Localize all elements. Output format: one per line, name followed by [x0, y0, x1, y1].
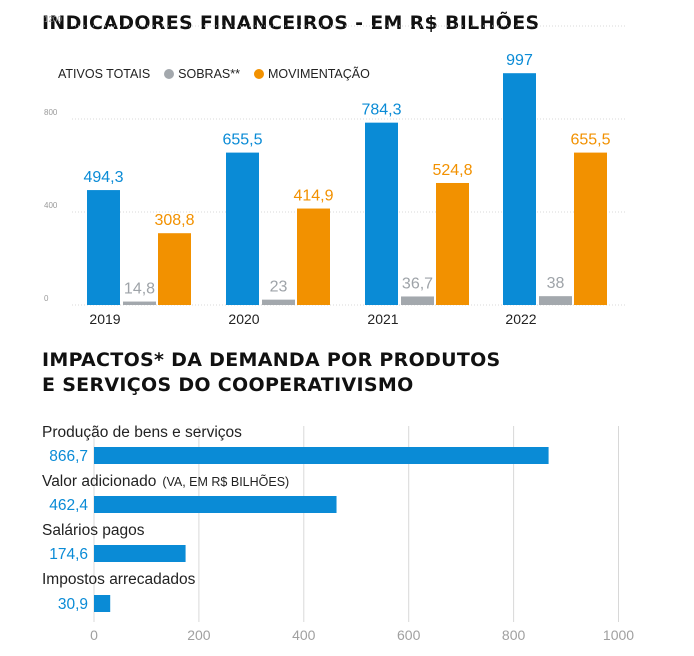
data-label: 494,3 — [83, 169, 123, 186]
category-label: Produção de bens e serviços — [42, 424, 242, 441]
legend-item-movimentacao: MOVIMENTAÇÃO — [254, 67, 370, 81]
bar-movimentacao — [158, 233, 191, 305]
bar-ativos — [226, 152, 259, 305]
x-tick-label: 1000 — [603, 627, 634, 643]
bar-1 — [94, 496, 337, 513]
x-tick-label: 600 — [397, 627, 421, 643]
value-label: 462,4 — [49, 497, 88, 514]
category-label: Valor adicionado (VA, EM R$ BILHÕES) — [42, 473, 289, 490]
data-label: 784,3 — [361, 102, 401, 119]
bar-ativos — [87, 190, 120, 305]
chart-1-title: INDICADORES FINANCEIROS - EM R$ BILHÕES — [42, 12, 540, 34]
value-label: 866,7 — [49, 448, 88, 465]
legend-swatch-movimentacao — [254, 69, 264, 79]
chart-2-title-line-2: E SERVIÇOS DO COOPERATIVISMO — [42, 374, 414, 396]
bar-3 — [94, 595, 111, 612]
data-label: 23 — [270, 279, 288, 296]
category-note: (VA, EM R$ BILHÕES) — [162, 474, 289, 489]
x-tick-label: 200 — [187, 627, 211, 643]
data-label: 14,8 — [124, 281, 155, 298]
y-tick-label: 1200 — [44, 15, 62, 24]
x-tick-label: 0 — [90, 627, 98, 643]
legend-swatch-sobras — [164, 69, 175, 79]
bar-sobras — [401, 296, 434, 305]
x-tick-label: 2022 — [505, 311, 536, 327]
legend-label-sobras: SOBRAS** — [178, 67, 240, 81]
bar-sobras — [123, 301, 156, 305]
data-label: 308,8 — [154, 212, 194, 229]
value-label: 174,6 — [49, 546, 88, 563]
chart-1-plot: 0 400 800 1200 494,3 14,8 308,8 2019 655,5 23 414,… — [44, 15, 626, 327]
data-label: 655,5 — [570, 132, 610, 149]
category-label: Impostos arrecadados — [42, 571, 196, 588]
data-label: 655,5 — [222, 132, 262, 149]
x-tick-label: 2021 — [367, 311, 398, 327]
x-tick-label: 2019 — [89, 311, 120, 327]
x-tick-label: 800 — [502, 627, 526, 643]
data-label: 414,9 — [293, 188, 333, 205]
bar-sobras — [539, 296, 572, 305]
chart-2-title-line-1: IMPACTOS* DA DEMANDA POR PRODUTOS — [42, 349, 501, 371]
legend-label-movimentacao: MOVIMENTAÇÃO — [268, 67, 370, 81]
chart-1-legend: ATIVOS TOTAIS SOBRAS** MOVIMENTAÇÃO — [58, 67, 384, 81]
y-tick-label: 0 — [44, 294, 49, 303]
y-tick-label: 800 — [44, 108, 58, 117]
bar-movimentacao — [297, 208, 330, 305]
legend-item-ativos: ATIVOS TOTAIS — [58, 67, 150, 81]
chart-2-title: IMPACTOS* DA DEMANDA POR PRODUTOS E SERV… — [42, 348, 501, 398]
data-label: 38 — [547, 275, 565, 292]
bar-movimentacao — [574, 152, 607, 305]
legend-item-sobras: SOBRAS** — [164, 67, 240, 81]
data-label: 997 — [506, 52, 533, 69]
data-label: 36,7 — [402, 275, 433, 292]
bar-sobras — [262, 299, 295, 305]
category-label: Salários pagos — [42, 522, 145, 539]
bar-ativos — [503, 73, 536, 305]
data-label: 524,8 — [432, 162, 472, 179]
value-label: 30,9 — [58, 596, 88, 613]
x-tick-label: 2020 — [228, 311, 259, 327]
y-tick-label: 400 — [44, 201, 58, 210]
x-tick-label: 400 — [292, 627, 316, 643]
bar-2 — [94, 545, 186, 562]
bar-movimentacao — [436, 182, 469, 305]
bar-ativos — [365, 122, 398, 305]
legend-label-ativos: ATIVOS TOTAIS — [58, 67, 151, 81]
bar-0 — [94, 447, 549, 464]
